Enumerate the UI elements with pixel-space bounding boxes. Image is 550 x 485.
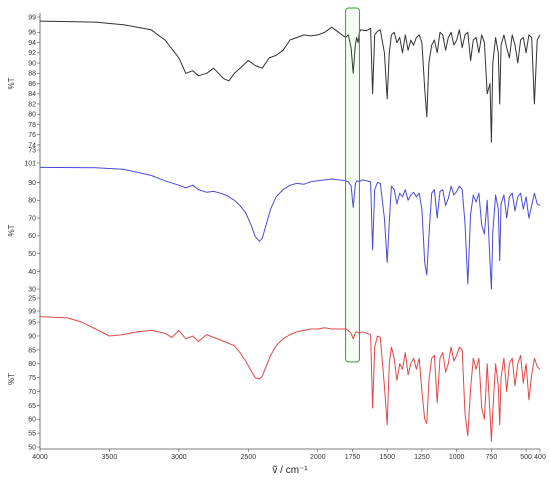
y-tick-label: 99 [28,14,36,21]
y-axis-label: %T [7,373,16,385]
y-tick-label: 80 [28,361,36,368]
y-tick-label: 101 [24,160,36,167]
y-axis-label: %T [7,224,16,236]
y-tick-label: 84 [28,91,36,98]
y-tick-label: 99 [28,308,36,315]
y-tick-label: 82 [28,101,36,108]
y-tick-label: 55 [28,431,36,438]
x-tick-label: 1250 [414,454,430,461]
y-tick-label: 90 [28,333,36,340]
y-tick-label: 90 [28,180,36,187]
y-tick-label: 85 [28,347,36,354]
x-tick-label: 1750 [345,454,361,461]
y-tick-label: 96 [28,30,36,37]
x-tick-label: 750 [486,454,498,461]
x-axis-title: ṽ / cm⁻¹ [272,465,308,476]
x-tick-label: 4000 [32,454,48,461]
x-tick-label: 1500 [379,454,395,461]
x-tick-label: 400 [534,454,546,461]
y-tick-label: 94 [28,40,36,47]
y-tick-label: 74 [28,142,36,149]
y-tick-label: 65 [28,403,36,410]
y-tick-label: 50 [28,444,36,451]
y-tick-label: 92 [28,50,36,57]
y-tick-label: 25 [28,295,36,302]
y-tick-label: 60 [28,417,36,424]
y-tick-label: 40 [28,269,36,276]
x-tick-label: 2000 [310,454,326,461]
y-tick-label: 80 [28,198,36,205]
spectrum-line-2 [39,166,541,290]
x-axis: 4000 3500 3000 2500 2000 1750 1500 1250 1000 750 5… [32,448,546,461]
y-tick-label: 30 [28,287,36,294]
spectrum-line-1 [39,20,541,143]
x-tick-label: 3000 [171,454,187,461]
x-tick-label: 1000 [449,454,465,461]
x-tick-label: 3500 [102,454,118,461]
y-tick-label: 50 [28,251,36,258]
y-tick-label: 60 [28,233,36,240]
spectrum-panel-3: 50 55 60 65 70 75 80 85 90 95 99 %T [7,308,541,451]
y-tick-label: 78 [28,122,36,129]
y-tick-label: 76 [28,132,36,139]
spectrum-line-3 [39,316,541,442]
y-tick-label: 70 [28,389,36,396]
y-tick-label: 73 [28,147,36,154]
carbonyl-highlight-box [345,7,360,363]
y-axis-label: %T [7,77,16,89]
y-tick-label: 80 [28,112,36,119]
y-tick-label: 90 [28,60,36,67]
x-tick-label: 500 [520,454,532,461]
y-tick-label: 95 [28,320,36,327]
y-tick-label: 88 [28,71,36,78]
y-tick-label: 75 [28,375,36,382]
x-tick-label: 2500 [241,454,257,461]
y-tick-label: 86 [28,81,36,88]
y-tick-label: 70 [28,215,36,222]
